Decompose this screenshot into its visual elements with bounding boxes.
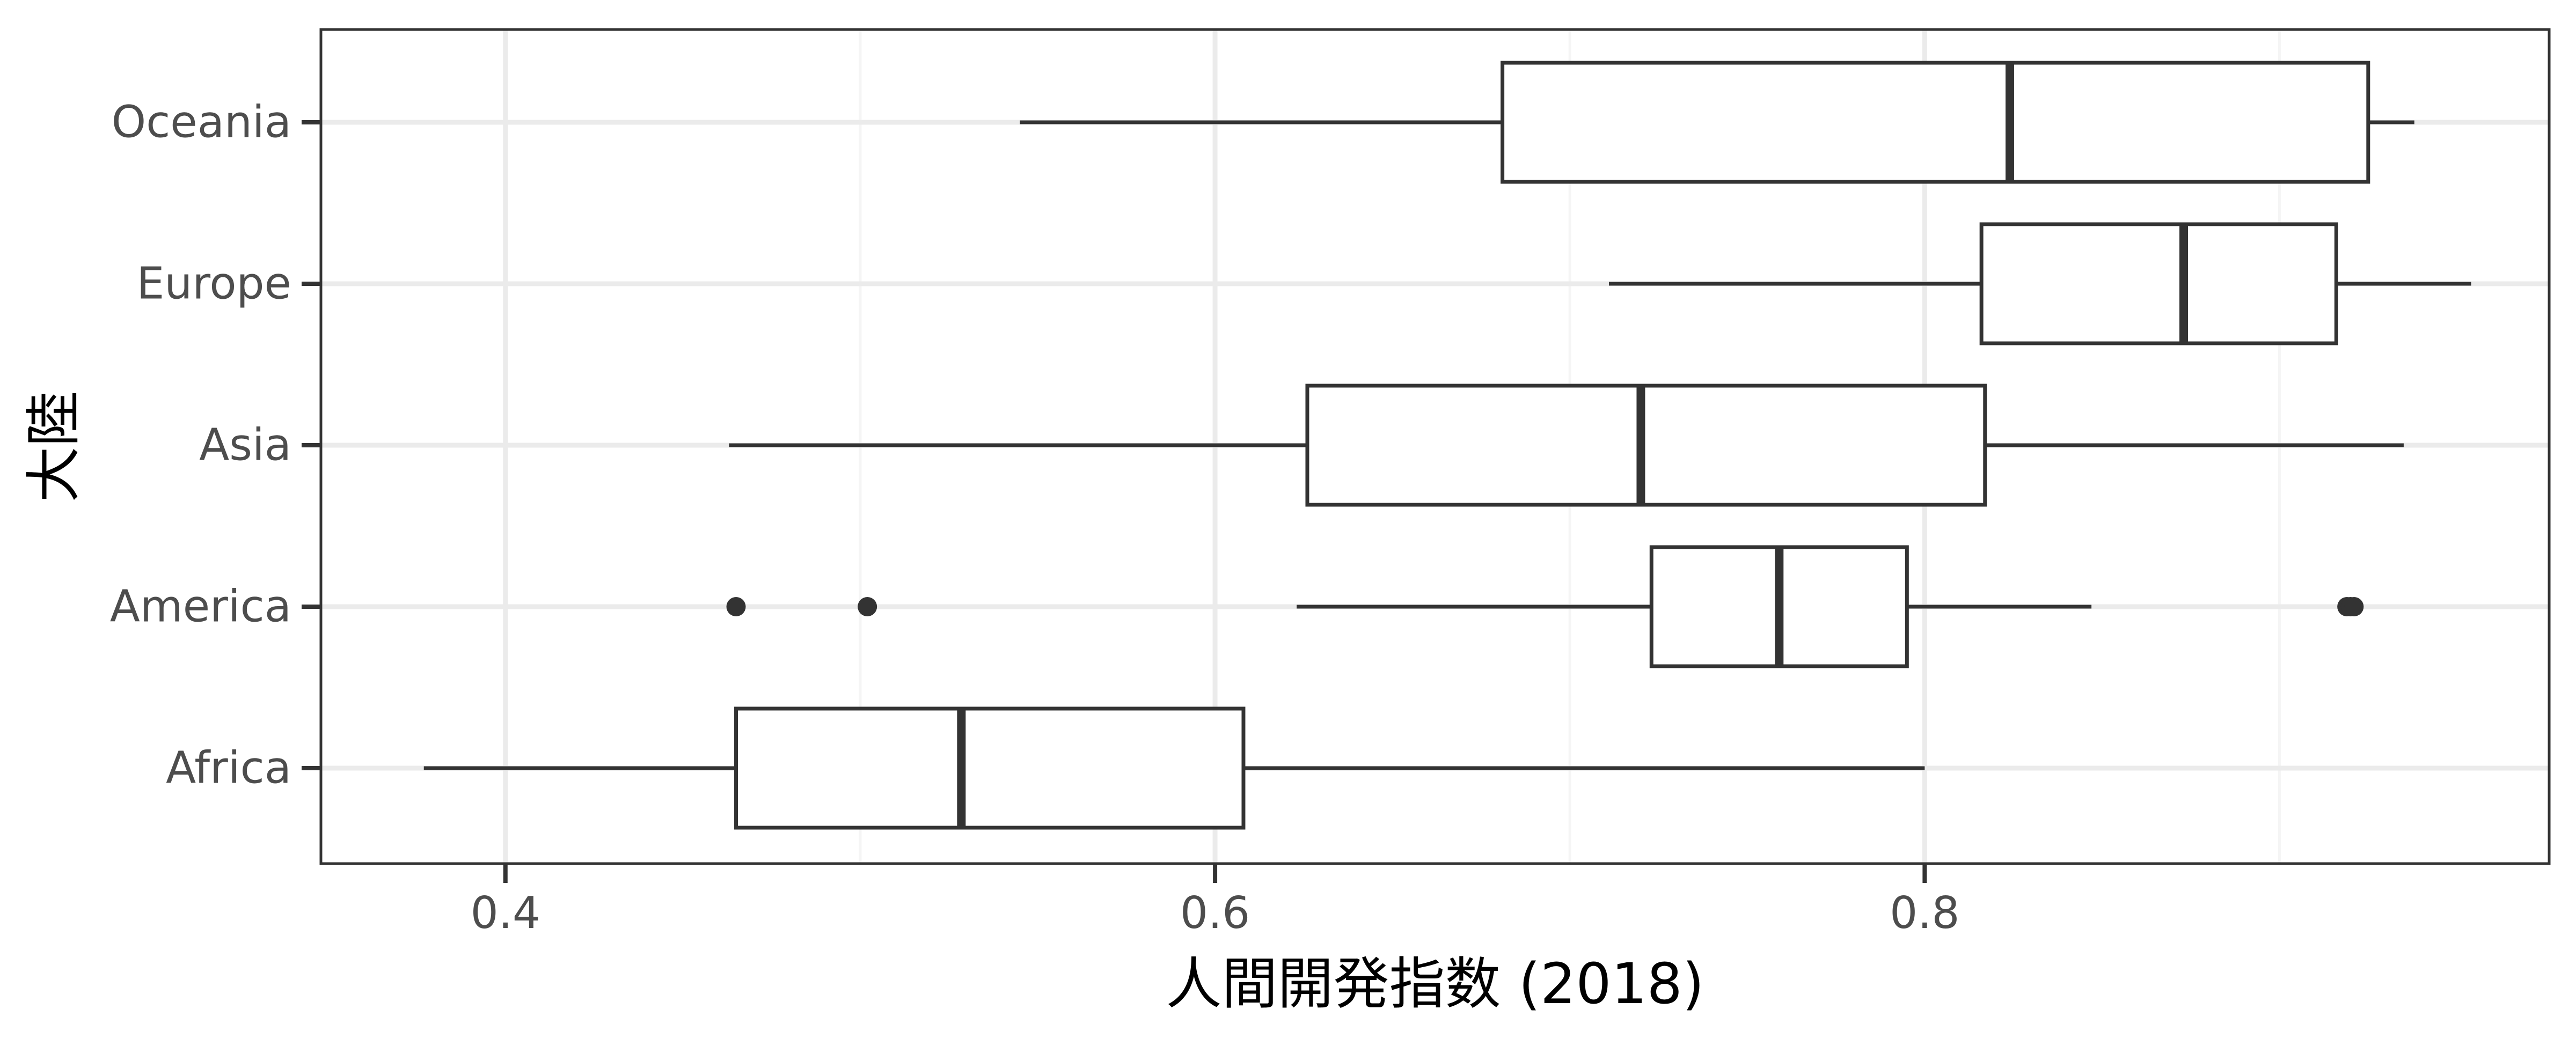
box-iqr [734,706,1246,830]
x-tick-label: 0.8 [1890,888,1959,939]
axes: Africa America Asia Europe Oceania 0.4 0.6 0.8 [110,97,1960,939]
box-iqr [1501,61,2370,184]
boxplot-asia [729,384,2404,507]
outlier-point [858,597,877,616]
boxplot-europe [1608,222,2471,345]
x-tick-label: 0.4 [471,888,540,939]
y-tick-label: Asia [199,420,291,471]
x-axis-title: 人間開発指数 (2018) [1166,951,1704,1016]
y-tick-label: Africa [166,743,291,794]
x-tick-label: 0.6 [1180,888,1250,939]
box-iqr [1979,222,2338,345]
outlier-point [726,597,746,616]
boxplot-america [726,545,2364,668]
y-tick-label: Oceania [112,97,291,148]
box-iqr [1305,384,1987,507]
y-tick-label: America [110,581,291,632]
boxplot-africa [423,706,1925,830]
y-axis-title: 大陸 [21,391,86,502]
y-tick-label: Europe [137,259,291,310]
outlier-point [2344,597,2364,616]
boxplots [423,61,2471,830]
boxplot-oceania [1020,61,2414,184]
